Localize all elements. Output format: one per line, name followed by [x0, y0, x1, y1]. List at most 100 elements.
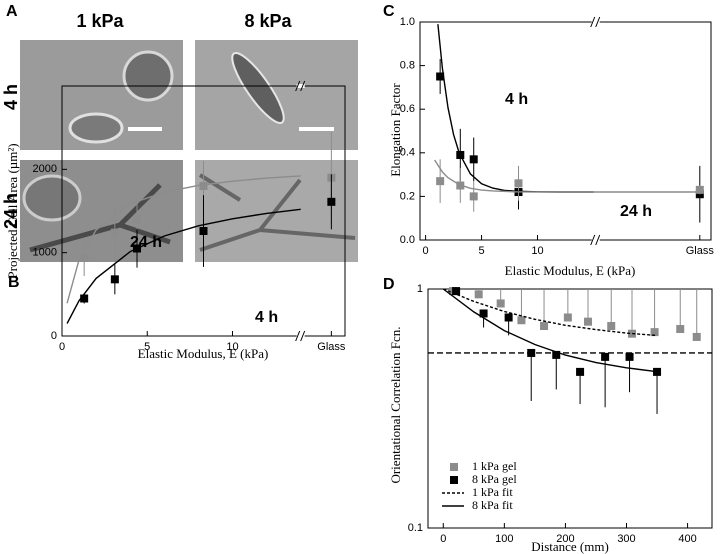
x-tick-label: 0 — [59, 341, 65, 353]
fit-line — [443, 288, 658, 337]
cell — [68, 112, 124, 144]
x-tick-label: Glass — [317, 341, 346, 353]
y-tick-label: 1.0 — [400, 16, 415, 28]
y-axis-label: Projected Cell Area (µm²) — [5, 143, 20, 278]
panel-label: C — [383, 3, 395, 20]
data-point — [650, 328, 659, 337]
cell — [122, 50, 174, 102]
x-tick-label: 10 — [226, 341, 238, 353]
plot-frame — [419, 21, 712, 241]
data-point — [199, 182, 208, 190]
axis-break — [595, 234, 601, 246]
x-axis-label: Distance (mm) — [531, 539, 609, 554]
data-point — [474, 290, 483, 299]
x-tick-label: Glass — [686, 245, 715, 257]
x-tick-label: 300 — [617, 533, 635, 545]
data-point — [653, 367, 662, 376]
panel-label: A — [6, 3, 18, 20]
legend-label: 8 kPa fit — [472, 498, 513, 512]
data-point — [80, 253, 89, 262]
axis-break — [595, 16, 601, 28]
y-tick-label: 0 — [51, 330, 57, 342]
x-tick-label: 5 — [478, 245, 484, 257]
data-point — [436, 177, 445, 186]
data-point — [327, 197, 336, 206]
data-point — [540, 322, 549, 331]
data-point — [469, 155, 478, 164]
x-axis-label: Elastic Modulus, E (kPa) — [505, 263, 636, 278]
y-tick-label: 0.6 — [400, 103, 415, 115]
panel-label: D — [383, 276, 395, 293]
y-tick-label: 2000 — [33, 163, 57, 175]
y-tick-label: 1000 — [33, 247, 57, 259]
axis-break — [590, 16, 596, 28]
data-point — [584, 317, 593, 326]
legend-label: 1 kPa fit — [472, 485, 513, 499]
axis-break — [300, 330, 306, 342]
axis-break — [295, 80, 301, 92]
data-point — [563, 313, 572, 322]
axis-break-gap — [591, 238, 600, 242]
data-point — [452, 287, 461, 296]
x-tick-label: 400 — [678, 533, 696, 545]
x-tick-label: 5 — [144, 341, 150, 353]
data-point — [514, 179, 523, 188]
x-tick-label: 100 — [495, 533, 513, 545]
data-point — [496, 299, 505, 308]
axis-break — [300, 80, 306, 92]
row-header: 4 h — [1, 84, 21, 110]
y-tick-label: 0.0 — [400, 234, 415, 246]
series-label: 4 h — [255, 309, 278, 326]
data-point — [527, 348, 536, 357]
y-tick-label: 0.1 — [408, 522, 423, 534]
y-tick-label: 1 — [417, 283, 423, 295]
data-point — [627, 329, 636, 338]
x-tick-label: 10 — [531, 245, 543, 257]
panel-a: A 1 kPa 8 kPa 4 h 24 h — [1, 3, 358, 262]
panel-label: B — [8, 274, 20, 291]
data-point — [676, 325, 685, 334]
data-point — [625, 352, 634, 361]
axis-break — [295, 330, 301, 342]
y-tick-label: 0.8 — [400, 60, 415, 72]
data-point — [110, 275, 119, 284]
fit-line — [442, 288, 658, 373]
axis-break-gap — [591, 20, 600, 24]
fit-line — [66, 208, 301, 324]
legend-marker — [450, 463, 458, 471]
x-tick-label: 200 — [556, 533, 574, 545]
axis-break-gap — [296, 84, 305, 88]
axis-break-gap — [296, 334, 305, 338]
x-tick-label: 0 — [423, 245, 429, 257]
y-axis-label: Elongation Factor — [388, 83, 403, 177]
cell — [198, 173, 356, 252]
legend-label: 1 kPa gel — [472, 459, 517, 473]
cell — [29, 183, 171, 253]
series-label: 4 h — [505, 91, 528, 108]
data-point — [607, 322, 616, 331]
column-header: 1 kPa — [76, 11, 124, 31]
cell — [22, 174, 82, 222]
data-point — [436, 72, 445, 81]
row-header: 24 h — [1, 193, 21, 229]
chart-panel: C Elastic Modulus, E (kPa) Elongation Fact… — [383, 3, 714, 278]
data-point — [601, 352, 610, 361]
fit-line — [66, 175, 301, 304]
cell — [231, 52, 285, 124]
data-point — [576, 367, 585, 376]
legend-label: 8 kPa gel — [472, 472, 517, 486]
axis-break — [590, 234, 596, 246]
legend-marker — [450, 476, 458, 484]
chart-panel: D Distance (mm) Orientational Correlation … — [383, 276, 713, 554]
data-point — [504, 313, 513, 322]
plot-frame — [427, 288, 713, 529]
data-point — [479, 309, 488, 318]
x-axis-label: Elastic Modulus, E (kPa) — [138, 346, 269, 361]
column-header: 8 kPa — [244, 11, 292, 31]
plot-frame — [61, 85, 346, 337]
data-point — [517, 316, 526, 325]
y-tick-label: 0.2 — [400, 190, 415, 202]
chart-panel: B Elastic Modulus, E (kPa) Projected Cell … — [5, 80, 346, 361]
x-tick-label: 0 — [440, 533, 446, 545]
